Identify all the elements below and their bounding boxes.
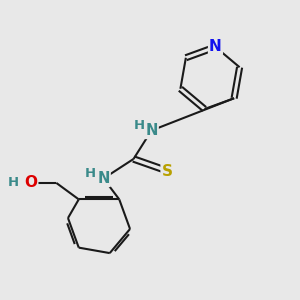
Text: N: N [145,123,158,138]
Text: H: H [133,118,145,132]
Text: S: S [162,164,172,179]
Text: H: H [84,167,96,180]
Text: O: O [24,176,37,190]
Text: N: N [97,171,110,186]
Text: N: N [209,39,222,54]
Text: H: H [8,176,19,189]
